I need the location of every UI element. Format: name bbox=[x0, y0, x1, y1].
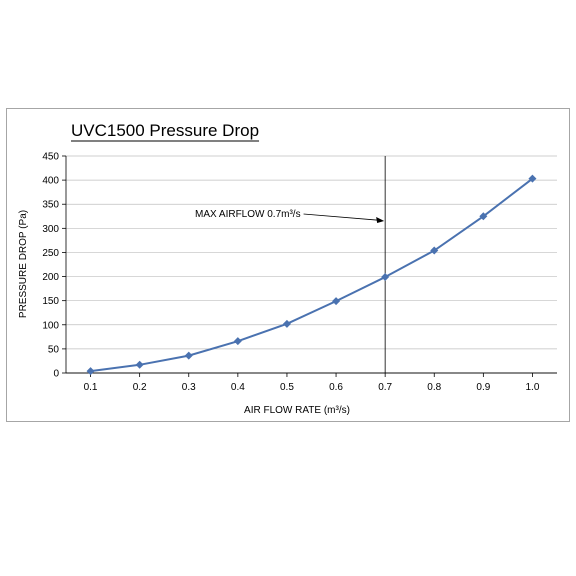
x-tick-label: 0.4 bbox=[231, 382, 245, 393]
y-tick-label: 100 bbox=[42, 320, 59, 331]
x-tick-label: 0.3 bbox=[182, 382, 196, 393]
series-line bbox=[90, 177, 534, 373]
grid bbox=[62, 155, 557, 374]
y-axis-label: PRESSURE DROP (Pa) bbox=[18, 210, 29, 318]
data-point bbox=[528, 174, 537, 183]
x-tick-label: 0.9 bbox=[476, 382, 490, 393]
y-tick-label: 300 bbox=[42, 224, 59, 235]
max-airflow-annotation: MAX AIRFLOW 0.7m³/s bbox=[195, 209, 301, 220]
data-point bbox=[381, 273, 390, 282]
data-point bbox=[86, 367, 95, 376]
y-tick-label: 200 bbox=[42, 272, 59, 283]
chart-title: UVC1500 Pressure Drop bbox=[71, 121, 259, 140]
y-tick-label: 250 bbox=[42, 248, 59, 259]
data-point bbox=[479, 212, 488, 221]
y-tick-label: 0 bbox=[53, 369, 59, 380]
x-tick-label: 0.7 bbox=[378, 382, 392, 393]
x-tick-label: 0.2 bbox=[133, 382, 147, 393]
chart-frame: UVC1500 Pressure Drop 0 50 100 150 200 250 300… bbox=[6, 108, 570, 422]
series-markers bbox=[86, 174, 537, 376]
x-axis-label: AIR FLOW RATE (m³/s) bbox=[244, 405, 350, 416]
data-point bbox=[282, 319, 291, 328]
data-point bbox=[332, 297, 341, 306]
y-tick-label: 400 bbox=[42, 176, 59, 187]
x-tick-label: 0.6 bbox=[329, 382, 343, 393]
axes bbox=[65, 156, 557, 374]
data-point bbox=[135, 360, 144, 369]
data-point bbox=[233, 337, 242, 346]
x-tick-label: 0.5 bbox=[280, 382, 294, 393]
x-tick-labels: 0.1 0.2 0.3 0.4 0.5 0.6 0.7 0.8 0.9 1.0 bbox=[84, 373, 540, 393]
y-tick-label: 350 bbox=[42, 200, 59, 211]
x-tick-label: 0.1 bbox=[84, 382, 98, 393]
y-tick-label: 50 bbox=[48, 344, 60, 355]
annotation-arrowhead bbox=[376, 217, 385, 223]
y-tick-labels: 0 50 100 150 200 250 300 350 400 450 bbox=[42, 152, 59, 380]
x-tick-label: 0.8 bbox=[427, 382, 441, 393]
chart-svg: UVC1500 Pressure Drop 0 50 100 150 200 250 300… bbox=[18, 121, 557, 416]
x-tick-label: 1.0 bbox=[525, 382, 539, 393]
y-tick-label: 450 bbox=[42, 152, 59, 163]
annotation-arrow bbox=[303, 213, 379, 221]
data-point bbox=[184, 351, 193, 360]
y-tick-label: 150 bbox=[42, 296, 59, 307]
data-point bbox=[430, 246, 439, 255]
